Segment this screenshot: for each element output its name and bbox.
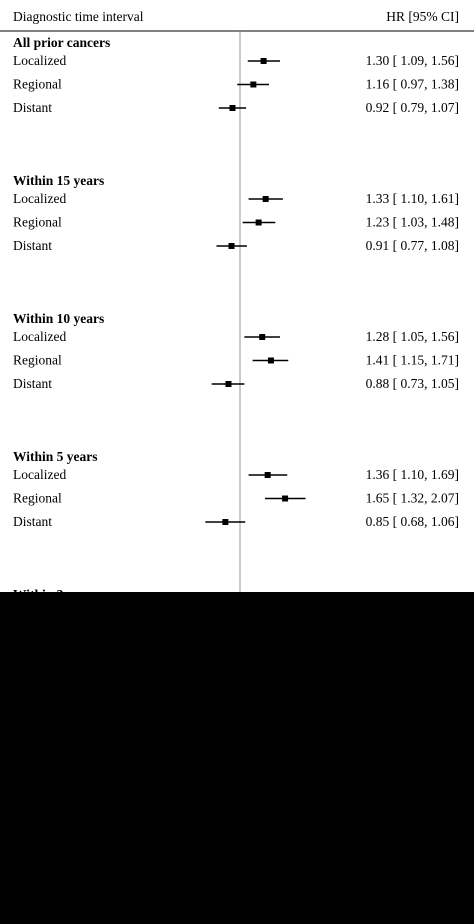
header-hr-label: HR [95% CI] — [386, 9, 459, 24]
hr-ci-value: 0.88 [ 0.73, 1.05] — [366, 376, 459, 391]
hr-marker — [260, 58, 267, 64]
row-label: Distant — [13, 100, 52, 115]
hr-ci-value: 1.33 [ 1.10, 1.61] — [366, 191, 459, 206]
hr-marker — [282, 495, 289, 502]
group-title: All prior cancers — [13, 35, 110, 50]
row-label: Regional — [13, 491, 62, 506]
hr-ci-value: 1.23 [ 1.03, 1.48] — [366, 215, 459, 230]
group-title-partial: Within 3 — [13, 587, 64, 592]
row-label: Distant — [13, 238, 52, 253]
row-label: Localized — [13, 329, 66, 344]
forest-plot-panel: Diagnostic time interval HR [95% CI] All p… — [0, 0, 474, 592]
row-label: Regional — [13, 77, 62, 92]
row-label: Regional — [13, 215, 62, 230]
hr-marker — [259, 334, 266, 340]
row-label: Localized — [13, 53, 66, 68]
row-label: Distant — [13, 514, 52, 529]
hr-ci-value: 0.92 [ 0.79, 1.07] — [366, 100, 459, 115]
hr-ci-value: 1.36 [ 1.10, 1.69] — [366, 467, 459, 482]
forest-plot: Diagnostic time interval HR [95% CI] All p… — [0, 9, 474, 592]
hr-marker — [229, 105, 236, 111]
hr-marker — [267, 357, 274, 364]
hr-marker — [264, 472, 271, 478]
row-label: Distant — [13, 376, 52, 391]
hr-ci-value: 1.28 [ 1.05, 1.56] — [366, 329, 459, 344]
hr-ci-value: 0.85 [ 0.68, 1.06] — [366, 514, 459, 529]
header-interval-label: Diagnostic time interval — [13, 9, 144, 24]
hr-ci-value: 1.41 [ 1.15, 1.71] — [366, 353, 459, 368]
hr-ci-value: 1.30 [ 1.09, 1.56] — [366, 53, 459, 68]
group-title: Within 10 years — [13, 311, 104, 326]
hr-ci-value: 1.65 [ 1.32, 2.07] — [366, 491, 459, 506]
row-label: Regional — [13, 353, 62, 368]
hr-marker — [262, 196, 269, 202]
hr-marker — [255, 219, 262, 226]
hr-marker — [228, 243, 235, 249]
hr-ci-value: 1.16 [ 0.97, 1.38] — [366, 77, 459, 92]
row-label: Localized — [13, 467, 66, 482]
hr-ci-value: 0.91 [ 0.77, 1.08] — [366, 238, 459, 253]
hr-marker — [225, 381, 232, 387]
group-title: Within 15 years — [13, 173, 104, 188]
group-title: Within 5 years — [13, 449, 98, 464]
row-label: Localized — [13, 191, 66, 206]
hr-marker — [222, 519, 229, 525]
hr-marker — [250, 81, 257, 88]
